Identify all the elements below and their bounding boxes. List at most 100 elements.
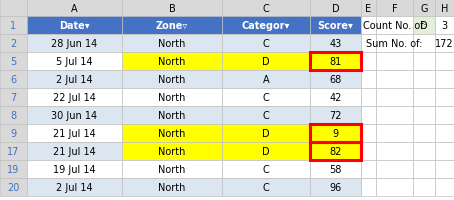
Text: North: North [158,110,186,120]
Bar [122,53,222,71]
Bar [222,89,310,106]
Bar [376,124,413,142]
Bar [310,124,361,142]
Text: North: North [158,182,186,192]
Text: C: C [262,93,269,102]
Text: 3: 3 [441,21,448,31]
Bar [413,178,435,196]
Text: North: North [158,75,186,85]
Bar [122,17,222,35]
Text: Score▾: Score▾ [317,21,353,31]
Text: C: C [262,182,269,192]
Text: A: A [263,75,269,85]
Bar [27,17,122,35]
Text: North: North [158,57,186,67]
Bar [413,53,435,71]
Text: 19: 19 [7,164,20,174]
Text: 5 Jul 14: 5 Jul 14 [56,57,93,67]
Text: 20: 20 [7,182,20,192]
Bar [0,106,27,124]
Bar [0,160,27,178]
Text: A: A [71,3,78,13]
Text: 58: 58 [329,164,342,174]
Bar [27,106,122,124]
Text: 2 Jul 14: 2 Jul 14 [56,75,93,85]
Text: D: D [420,21,428,31]
Bar [361,53,376,71]
Bar [27,89,122,106]
Bar [435,124,454,142]
Bar [222,53,310,71]
Text: 42: 42 [329,93,342,102]
Text: North: North [158,146,186,156]
Bar [413,71,435,89]
Text: E: E [365,3,371,13]
Bar [122,160,222,178]
Text: D: D [332,3,339,13]
Bar [361,178,376,196]
Bar [413,106,435,124]
Text: D: D [262,128,270,138]
Text: G: G [420,3,428,13]
Bar [222,35,310,53]
Bar [413,124,435,142]
Bar [310,53,361,71]
Text: 68: 68 [329,75,341,85]
Text: 22 Jul 14: 22 Jul 14 [53,93,96,102]
Bar [361,106,376,124]
Text: C: C [262,39,269,49]
Bar [27,71,122,89]
Bar [0,17,27,35]
Bar [435,17,454,35]
Bar [122,178,222,196]
Text: 7: 7 [10,93,17,102]
Bar [376,71,413,89]
Bar [27,0,122,17]
Bar [0,89,27,106]
Bar [0,142,27,160]
Text: 9: 9 [10,128,16,138]
Text: 82: 82 [329,146,342,156]
Bar [376,106,413,124]
Bar [376,142,413,160]
Bar [0,124,27,142]
Text: D: D [262,146,270,156]
Bar [376,178,413,196]
Bar [122,106,222,124]
Bar [222,142,310,160]
Bar [413,160,435,178]
Text: H: H [441,3,448,13]
Bar [361,89,376,106]
Bar [0,71,27,89]
Bar [122,35,222,53]
Bar [413,17,435,35]
Bar [310,17,361,35]
Bar [361,35,376,53]
Text: 81: 81 [329,57,341,67]
Bar [435,53,454,71]
Bar [361,0,376,17]
Bar [413,142,435,160]
Bar [310,35,361,53]
Bar [222,106,310,124]
Bar [310,124,361,142]
Text: D: D [262,57,270,67]
Bar [361,124,376,142]
Text: 21 Jul 14: 21 Jul 14 [53,128,96,138]
Bar [122,89,222,106]
Bar [435,71,454,89]
Bar [310,89,361,106]
Bar [310,71,361,89]
Bar [376,89,413,106]
Bar [310,142,361,160]
Bar [222,178,310,196]
Bar [27,142,122,160]
Text: 96: 96 [329,182,341,192]
Text: 8: 8 [10,110,16,120]
Text: Date▾: Date▾ [59,21,90,31]
Text: 17: 17 [7,146,20,156]
Bar [435,160,454,178]
Bar [0,0,27,17]
Bar [27,35,122,53]
Bar [222,71,310,89]
